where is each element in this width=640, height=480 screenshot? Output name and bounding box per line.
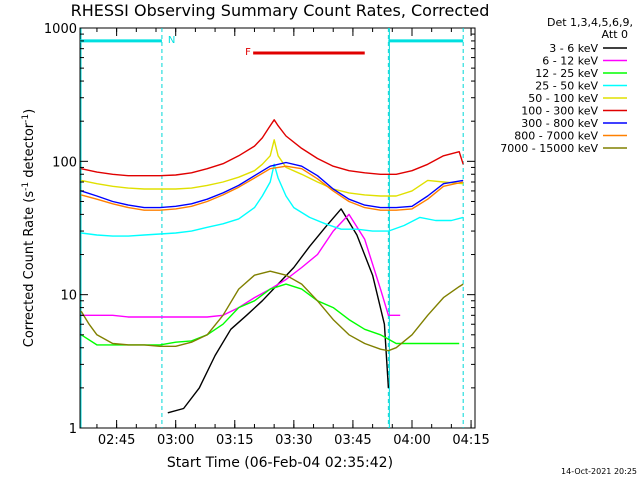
timestamp: 14-Oct-2021 20:25 [561,467,637,476]
x-tick-label-6: 04:00 [393,433,430,448]
legend-label-1: 3 - 6 keV [549,42,598,55]
legend-label-9: 7000 - 15000 keV [500,142,598,155]
series-line-4 [81,163,464,237]
y-axis-ticks: 1 10 100 1000 [44,22,475,437]
annotation-label-n: N [168,35,175,46]
y-axis-label-main: Corrected Count Rate (s [22,191,37,348]
y-axis-label-exponent-2: -1 [21,114,31,123]
x-axis-label: Start Time (06-Feb-04 02:35:42) [167,455,393,471]
series-line-5 [81,139,464,197]
legend-label-8: 800 - 7000 keV [514,130,598,143]
x-tick-label-1: 02:45 [98,433,135,448]
plot-area: NF 02:45 03:00 03:15 03:30 03:45 04:00 04:15 1… [44,22,490,448]
series-line-8 [81,165,464,211]
chart-title: RHESSI Observing Summary Count Rates, Co… [71,1,490,20]
legend-label-2: 6 - 12 keV [542,55,598,68]
legend-label-4: 25 - 50 keV [535,80,598,93]
y-tick-label-2: 10 [60,289,77,304]
y-axis-label-end: ) [22,109,37,114]
detector-info-line2: Att 0 [602,28,628,41]
annotation-bars: NF [80,35,464,58]
legend-label-3: 12 - 25 keV [535,67,598,80]
y-axis-label-middle: detector [22,122,37,182]
plot-frame [79,27,476,429]
night-boundary-lines [80,28,464,428]
y-tick-label-4: 1000 [44,22,77,37]
x-tick-label-2: 03:00 [157,433,194,448]
series-line-6 [81,119,464,177]
annotation-label-f: F [245,47,251,58]
y-axis-label: Corrected Count Rate (s-1 detector-1) [21,109,37,347]
x-axis-ticks: 02:45 03:00 03:15 03:30 03:45 04:00 04:15 [96,28,490,448]
legend-label-5: 50 - 100 keV [528,92,598,105]
x-tick-label-7: 04:15 [452,433,489,448]
detector-info-line1: Det 1,3,4,5,6,9, [547,16,633,29]
x-tick-label-3: 03:15 [216,433,253,448]
series-line-7 [80,161,464,209]
x-tick-label-4: 03:30 [275,433,312,448]
y-axis-label-exponent-1: -1 [21,182,31,191]
series-line-1 [167,208,390,414]
series-lines [80,119,464,414]
y-tick-label-3: 100 [52,155,77,170]
legend-label-7: 300 - 800 keV [521,117,598,130]
series-line-2 [81,213,401,318]
legend-label-6: 100 - 300 keV [521,105,598,118]
series-line-9 [80,270,464,352]
x-tick-label-5: 03:45 [334,433,371,448]
y-tick-label-1: 1 [69,422,77,437]
